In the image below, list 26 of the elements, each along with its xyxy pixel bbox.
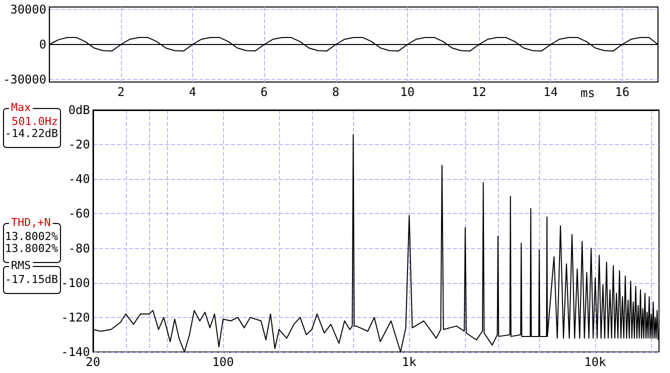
x-tick-label: 100 xyxy=(212,355,234,369)
x-tick-label: 16 xyxy=(614,85,630,99)
x-tick-label: 6 xyxy=(260,85,268,99)
x-axis-title: ms xyxy=(580,86,596,100)
x-tick-label: 12 xyxy=(472,85,486,99)
y-tick-label: -30000 xyxy=(2,72,46,87)
y-tick-label: 30000 xyxy=(10,2,46,16)
y-tick-label: -80 xyxy=(68,241,90,256)
y-tick-label: 0 xyxy=(39,38,46,52)
y-tick-label: -60 xyxy=(68,206,90,221)
y-tick-label: -20 xyxy=(68,138,90,152)
x-tick-label: 14 xyxy=(543,85,558,99)
y-tick-label: -100 xyxy=(61,276,90,290)
x-tick-label: 10k xyxy=(584,355,607,369)
text: Max 501.0Hz -14.22dB xyxy=(5,101,58,140)
x-tick-label: 2 xyxy=(117,85,125,99)
x-tick-label: 10 xyxy=(400,85,415,99)
x-tick-label: 4 xyxy=(188,85,196,99)
x-tick-label: 1k xyxy=(402,355,418,369)
x-tick-label: 8 xyxy=(332,85,340,99)
y-tick-label: 0dB xyxy=(68,103,90,117)
text: THD,+N 13.8002% 13.8002% xyxy=(5,216,58,255)
x-tick-label: 20 xyxy=(86,355,100,369)
text: RMS -17.15dB xyxy=(5,259,58,286)
y-tick-label: -40 xyxy=(68,172,90,186)
y-tick-label: -120 xyxy=(61,310,90,324)
